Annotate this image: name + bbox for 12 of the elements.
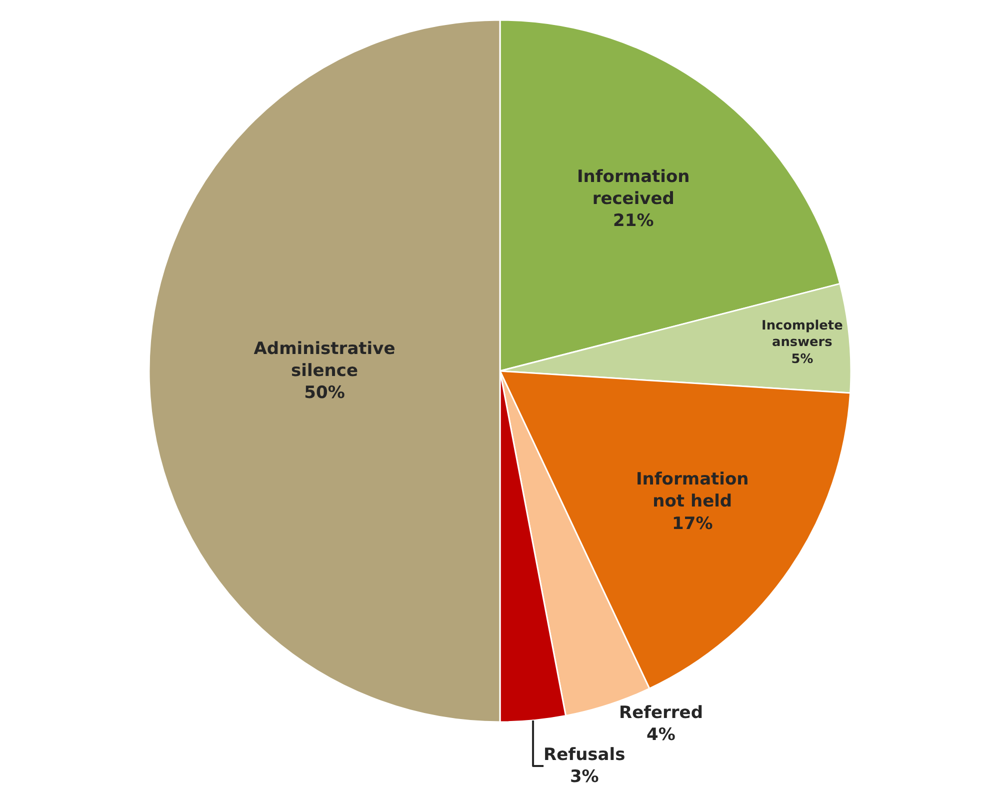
slice-label: Administrative silence [254,338,396,381]
data-label: 50% [304,383,345,404]
slice-label: Refusals [544,744,626,765]
data-label: 21% [613,211,654,232]
slice-label: Incomplete answers [762,318,844,350]
slice-label: Information received [576,166,690,210]
data-label: 17% [672,514,713,534]
slice-label: Referred [618,702,704,723]
data-label: 4% [646,724,676,745]
data-label: 3% [570,767,599,788]
slice-label: Information not held [636,470,749,512]
data-label: 5% [791,352,814,368]
